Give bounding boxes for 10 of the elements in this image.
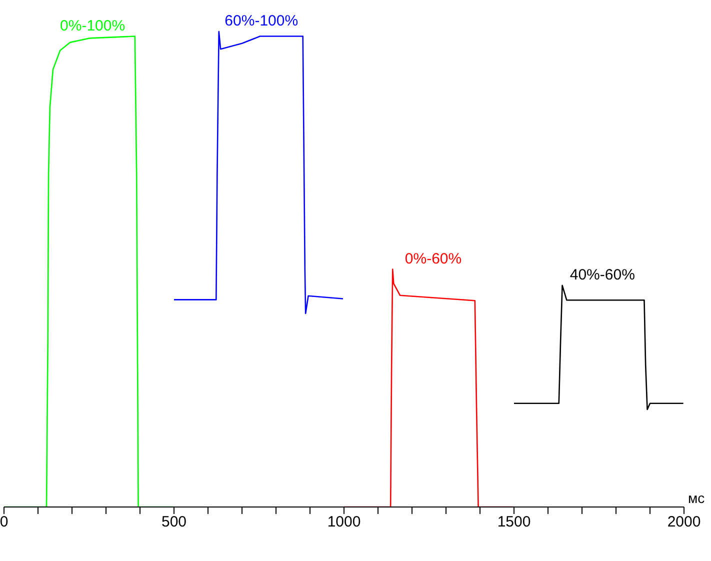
series-label: 40%-60% [570,266,635,284]
x-axis-title: мс [688,490,705,506]
x-tick-label: 1500 [497,514,531,531]
series-label: 0%-100% [60,17,126,34]
x-tick-label: 1000 [327,514,361,531]
series-label: 60%-100% [224,12,298,30]
x-tick-label: 500 [161,514,187,531]
series-label: 0%-60% [404,250,462,268]
x-tick-label: 2000 [667,514,701,531]
x-tick-label: 0 [0,514,8,531]
